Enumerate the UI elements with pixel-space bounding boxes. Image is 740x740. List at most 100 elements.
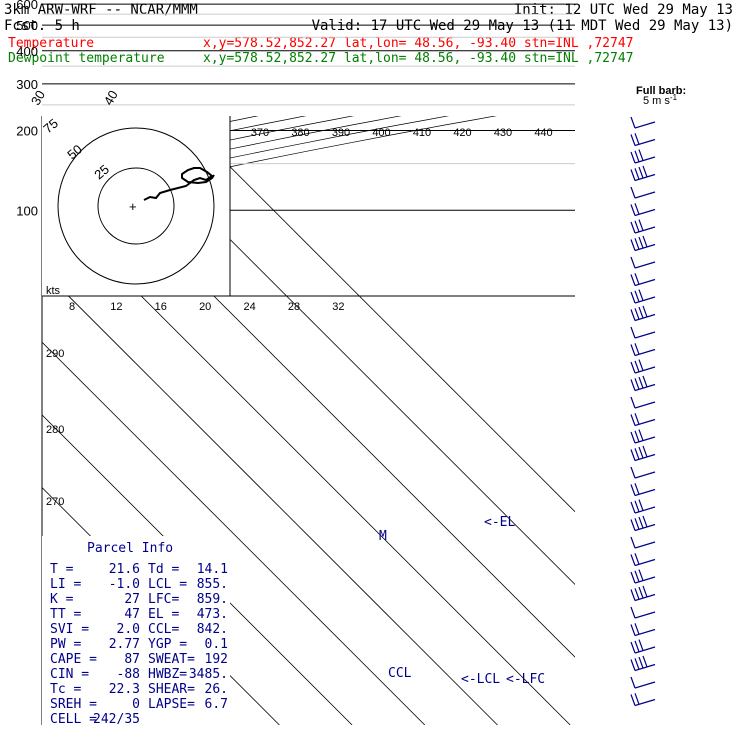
parcel-cell: T = <box>50 562 74 577</box>
wind-barb <box>630 165 656 182</box>
wind-barb <box>630 515 656 532</box>
wind-barb <box>630 375 656 392</box>
parcel-cell: SVI = <box>50 622 89 637</box>
lfc-marker: <-LFC <box>506 672 545 687</box>
parcel-cell: K = <box>50 592 74 607</box>
parcel-cell: YGP = <box>148 637 187 652</box>
pressure-label-500: 500 <box>16 18 38 33</box>
pressure-label-400: 400 <box>16 44 38 59</box>
parcel-cell: 242/35 <box>93 712 140 727</box>
theta-label-410: 410 <box>413 127 431 139</box>
parcel-cell: SWEAT= <box>148 652 195 667</box>
forecast-hour: Fcst. 5 h <box>4 18 80 34</box>
parcel-cell: 473. <box>197 607 228 622</box>
parcel-info-rows: T = 21.6 Td = 14.1 LI = -1.0 LCL = 855. K = 27 LFC… <box>50 562 228 727</box>
parcel-cell: 21.6 <box>109 562 140 577</box>
hodo-speed-axis: 8 12 16 20 24 28 32 <box>69 301 345 313</box>
parcel-cell: 0.1 <box>205 637 228 652</box>
isotherm <box>42 341 426 725</box>
wind-barb <box>630 326 656 339</box>
pressure-label-100: 100 <box>16 203 38 218</box>
parcel-cell: 47 <box>124 607 140 622</box>
temperature-legend: Temperature <box>8 36 94 51</box>
hodo-ring-50 <box>57 127 215 285</box>
hodograph: 25 50 75 + kts <box>40 116 575 297</box>
parcel-cell: CELL = <box>50 712 97 727</box>
hodo-axis-label-32: 32 <box>332 301 344 313</box>
wind-barb <box>630 133 656 147</box>
hodo-axis-label-8: 8 <box>69 301 75 313</box>
theta-label-380: 380 <box>291 127 309 139</box>
theta-label-390: 390 <box>332 127 350 139</box>
wind-barb <box>630 429 656 444</box>
theta-label-430: 430 <box>494 127 512 139</box>
wind-barb <box>630 305 656 322</box>
wind-barb <box>630 676 656 689</box>
wind-barb <box>630 553 656 567</box>
wind-barb <box>630 639 656 654</box>
isotherm-label-40: 40 <box>101 88 121 108</box>
parcel-cell: SHEAR= <box>148 682 195 697</box>
parcel-cell: PW = <box>50 637 81 652</box>
ccl-marker: CCL <box>388 666 412 681</box>
theta-labels: 370 380 390 400 410 420 430 440 290 280 270 <box>46 127 553 508</box>
parcel-cell: HWBZ= <box>148 667 187 682</box>
theta-label-400: 400 <box>372 127 390 139</box>
wind-barb <box>630 235 656 252</box>
parcel-cell: 855. <box>197 577 228 592</box>
parcel-cell: LI = <box>50 577 81 592</box>
wind-barb <box>630 203 656 217</box>
parcel-cell: 0 <box>132 697 140 712</box>
isotherm-label-30: 30 <box>28 88 48 108</box>
wind-barb <box>630 655 656 672</box>
wind-barb <box>630 445 656 462</box>
parcel-cell: 22.3 <box>109 682 140 697</box>
parcel-cell: 842. <box>197 622 228 637</box>
valid-time: Valid: 17 UTC Wed 29 May 13 (11 MDT Wed … <box>312 18 733 34</box>
wind-barb <box>630 359 656 374</box>
parcel-cell: CAPE = <box>50 652 97 667</box>
barb-legend-unit: 5 m s-1 <box>643 93 678 107</box>
pressure-label-200: 200 <box>16 124 38 139</box>
wind-barb <box>630 483 656 497</box>
parcel-cell: CCL= <box>148 622 179 637</box>
lcl-marker: <-LCL <box>461 672 500 687</box>
isotherm-labels: -80-70-60-50-40-30-20-10010203040 <box>28 88 121 108</box>
parcel-cell: 6.7 <box>205 697 228 712</box>
wind-barb <box>630 289 656 304</box>
wind-barb <box>630 623 656 637</box>
temperature-location: x,y=578.52,852.27 lat,lon= 48.56, -93.40… <box>203 36 633 51</box>
parcel-cell: -88 <box>117 667 140 682</box>
wind-barb <box>630 606 656 619</box>
parcel-info-box: Parcel Info T = 21.6 Td = 14.1 LI = -1.0 LCL =… <box>42 536 230 727</box>
wind-barb <box>630 466 656 479</box>
theta-left-label-280: 280 <box>46 424 64 436</box>
level-annotations: <-EL <-LCL <-LFC CCL M <box>379 515 545 687</box>
hodo-unit: kts <box>46 285 61 297</box>
hodo-axis-label-16: 16 <box>155 301 167 313</box>
parcel-cell: 14.1 <box>197 562 228 577</box>
dewpoint-legend: Dewpoint temperature <box>8 51 165 66</box>
parcel-cell: CIN = <box>50 667 89 682</box>
wind-barb <box>630 396 656 409</box>
wind-barb <box>630 273 656 287</box>
pressure-tick-labels: 1002003004005006007008009001000 <box>16 0 38 218</box>
parcel-cell: 859. <box>197 592 228 607</box>
wind-barb <box>630 186 656 199</box>
isotherm <box>179 116 575 513</box>
parcel-cell: 2.0 <box>117 622 140 637</box>
hodo-axis-label-20: 20 <box>199 301 211 313</box>
wind-barb <box>630 585 656 602</box>
hodo-axis-label-12: 12 <box>110 301 122 313</box>
parcel-cell: 3485. <box>189 667 228 682</box>
parcel-cell: 27 <box>124 592 140 607</box>
wind-barb <box>630 149 656 164</box>
theta-label-370: 370 <box>251 127 269 139</box>
pressure-label-600: 600 <box>16 0 38 12</box>
wind-barb-header: Full barb: 5 m s-1 <box>636 85 686 107</box>
parcel-cell: 2.77 <box>109 637 140 652</box>
theta-left-label-290: 290 <box>46 348 64 360</box>
parcel-cell: LFC= <box>148 592 179 607</box>
dewpoint-location: x,y=578.52,852.27 lat,lon= 48.56, -93.40… <box>203 51 633 66</box>
